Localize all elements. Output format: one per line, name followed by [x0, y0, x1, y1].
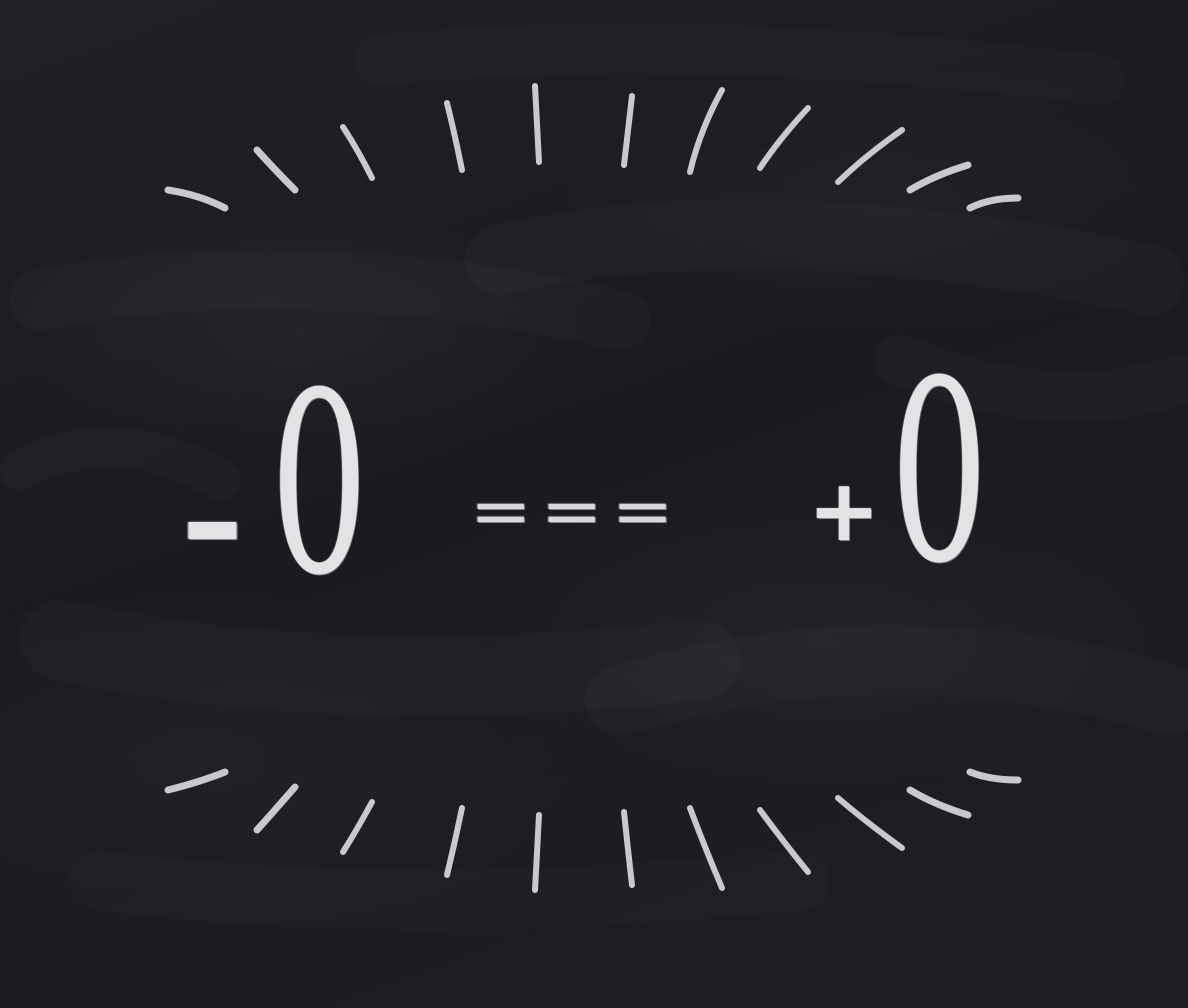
top-ray	[757, 105, 811, 171]
bottom-ray	[757, 807, 811, 875]
bottom-ray	[532, 812, 542, 893]
top-ray	[532, 83, 542, 165]
bottom-ray	[687, 805, 725, 891]
bottom-ray	[164, 768, 229, 794]
bottom-ray	[835, 795, 905, 851]
top-ray	[906, 161, 972, 194]
top-ray	[253, 146, 299, 194]
right-zero: 0	[890, 327, 989, 618]
bottom-ray	[340, 799, 375, 855]
minus-sign: -	[180, 455, 245, 594]
plus-sign: +	[808, 461, 881, 561]
bottom-ray	[444, 805, 465, 878]
top-ray	[621, 93, 635, 168]
top-ray	[444, 100, 465, 173]
top-ray	[340, 124, 375, 181]
top-ray	[835, 127, 905, 185]
left-zero: 0	[270, 339, 369, 630]
top-ray	[966, 194, 1022, 212]
equation: - 0 === + 0	[0, 339, 1188, 630]
bottom-ray	[966, 768, 1022, 784]
strict-equality-operator: ===	[470, 475, 683, 549]
top-ray	[164, 186, 229, 212]
top-ray	[687, 87, 725, 175]
bottom-ray	[906, 786, 972, 819]
bottom-ray	[253, 783, 299, 834]
bottom-ray	[621, 809, 635, 888]
